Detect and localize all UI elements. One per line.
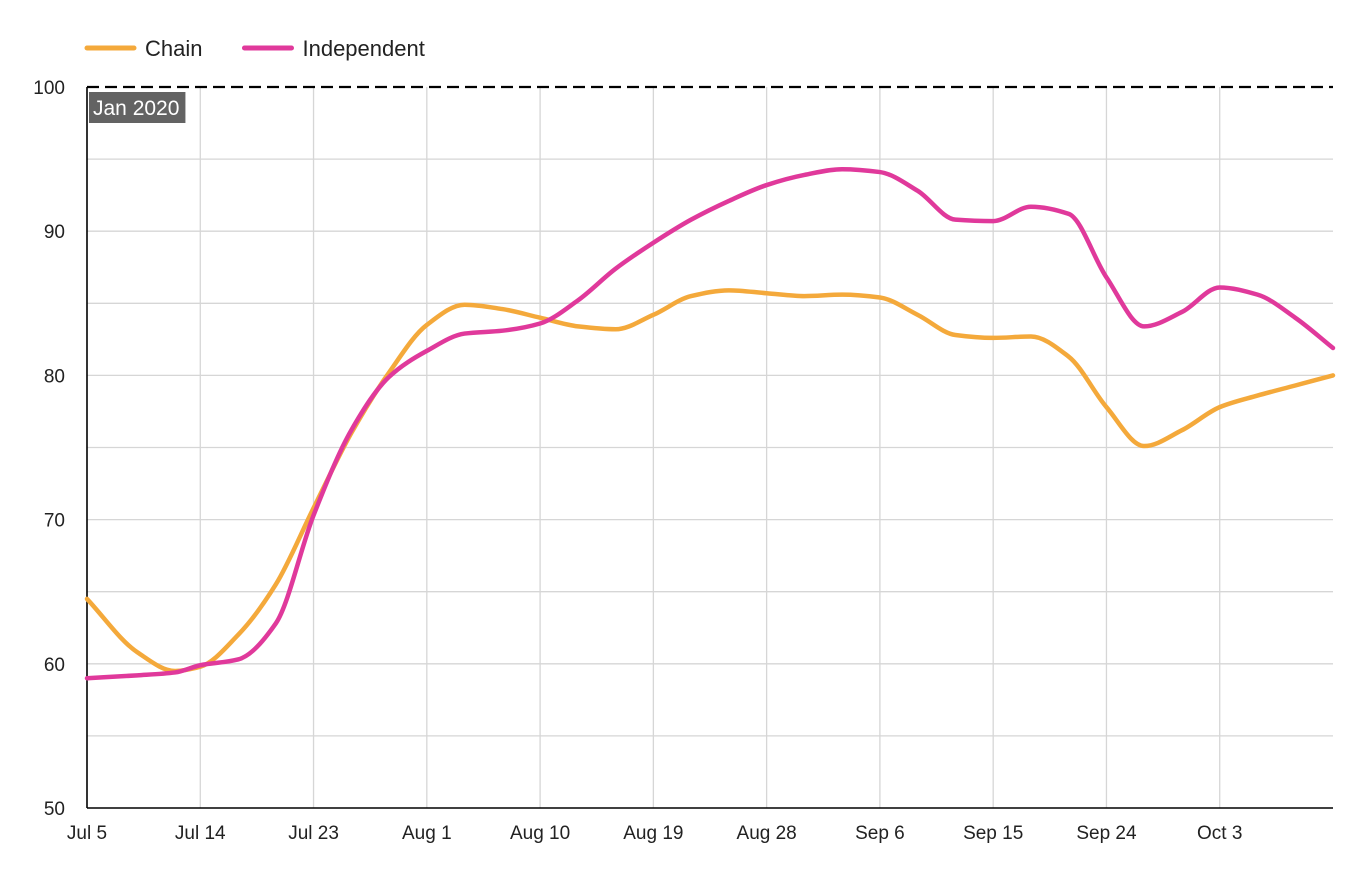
y-tick-label: 100 (33, 78, 65, 99)
x-tick-label: Jul 23 (288, 823, 339, 844)
x-tick-label: Jul 14 (175, 823, 226, 844)
reference-label-box (89, 92, 186, 123)
y-tick-label: 90 (44, 222, 65, 243)
y-tick-label: 60 (44, 655, 65, 676)
x-tick-label: Sep 15 (963, 823, 1023, 844)
y-tick-label: 70 (44, 511, 65, 532)
y-tick-label: 80 (44, 366, 65, 387)
series-line-chain (84, 288, 1336, 674)
x-tick-label: Aug 19 (623, 823, 683, 844)
x-tick-label: Aug 10 (510, 823, 570, 844)
x-tick-label: Sep 24 (1076, 823, 1137, 844)
x-tick-label: Sep 6 (855, 823, 905, 844)
grid (87, 87, 1333, 808)
legend-label-chain: Chain (145, 36, 202, 61)
x-tick-label: Aug 1 (402, 823, 452, 844)
x-tick-label: Oct 3 (1197, 823, 1242, 844)
legend-label-independent: Independent (302, 36, 424, 61)
y-tick-label: 50 (44, 799, 65, 820)
x-tick-label: Aug 28 (737, 823, 797, 844)
reference-label: Jan 2020 (93, 97, 179, 120)
axes: Jul 5 Jul 14 Jul 23 Aug 1 Aug 10 Aug 19 Aug 28… (33, 78, 1333, 844)
reference-line-group: Jan 2020 (87, 85, 1333, 123)
series-lines (84, 166, 1336, 681)
x-tick-label: Jul 5 (67, 823, 107, 844)
series-line-independent (84, 166, 1336, 681)
legend: Chain Independent (84, 36, 425, 61)
